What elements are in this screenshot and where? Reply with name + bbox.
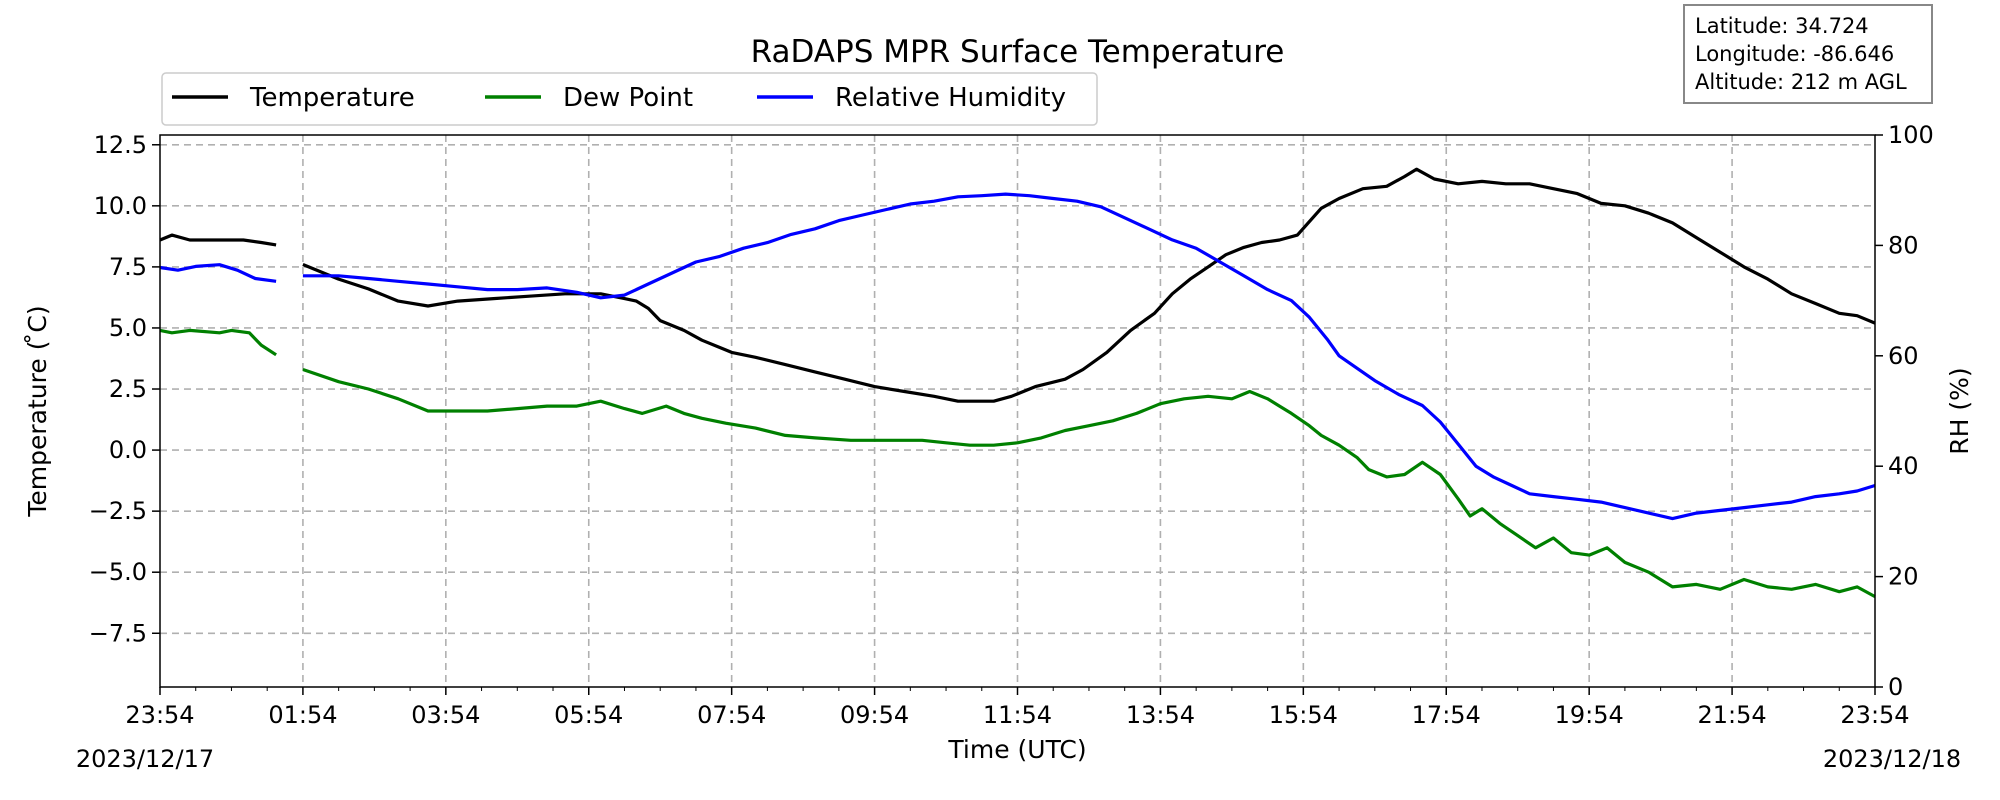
y-tick-label: 10.0 (94, 192, 147, 220)
x-tick-label: 13:54 (1126, 701, 1195, 729)
legend-label: Dew Point (563, 83, 693, 113)
info-box-frame (1683, 4, 1933, 104)
legend-label: Temperature (249, 83, 415, 113)
x-tick-label: 15:54 (1269, 701, 1338, 729)
y2-tick-label: 80 (1888, 231, 1919, 259)
series-line-temperature (159, 167, 1876, 403)
x-tick-label: 23:54 (1840, 701, 1909, 729)
x-tick-label: 05:54 (554, 701, 623, 729)
y2-tick-label: 100 (1888, 121, 1934, 149)
series-line-dew-point (159, 328, 1876, 599)
series-group (159, 167, 1876, 599)
info-box-line: Altitude: 212 m AGL (1695, 70, 1907, 94)
x-tick-label: 23:54 (125, 701, 194, 729)
chart-title: RaDAPS MPR Surface Temperature (751, 34, 1285, 70)
y-tick-label: 5.0 (109, 314, 147, 342)
x-tick-label: 07:54 (697, 701, 766, 729)
y-tick-label: −5.0 (89, 558, 147, 586)
info-box-line: Latitude: 34.724 (1695, 14, 1869, 38)
x-tick-label: 19:54 (1555, 701, 1624, 729)
y-tick-label: −7.5 (89, 619, 147, 647)
x-tick-label: 01:54 (268, 701, 337, 729)
x-start-date: 2023/12/17 (76, 745, 214, 773)
y-tick-label: 2.5 (109, 375, 147, 403)
y2-tick-label: 20 (1888, 563, 1919, 591)
y-axis-title: Temperature ( ̊C) (23, 305, 52, 517)
x-end-date: 2023/12/18 (1823, 745, 1961, 773)
y2-axis-title: RH (%) (1945, 367, 1974, 454)
y-tick-label: 0.0 (109, 436, 147, 464)
legend: Temperature Dew Point Relative Humidity (161, 72, 1098, 126)
y2-tick-label: 60 (1888, 342, 1919, 370)
y2-tick-label: 40 (1888, 452, 1919, 480)
x-tick-label: 21:54 (1697, 701, 1766, 729)
legend-frame (161, 72, 1098, 126)
x-tick-label: 11:54 (983, 701, 1052, 729)
grid (160, 135, 1875, 687)
info-box: Latitude: 34.724 Longitude: -86.646 Altitu… (1683, 4, 1933, 104)
y-tick-label: 7.5 (109, 253, 147, 281)
x-tick-label: 03:54 (411, 701, 480, 729)
y-tick-label: 12.5 (94, 131, 147, 159)
ticks: 23:54 01:54 03:54 05:54 07:54 09:54 11:54 13:54… (89, 121, 1934, 729)
y2-tick-label: 0 (1888, 673, 1903, 701)
legend-label: Relative Humidity (835, 83, 1066, 113)
y-tick-label: −2.5 (89, 497, 147, 525)
series-line-relative-humidity (159, 192, 1876, 521)
x-tick-label: 09:54 (840, 701, 909, 729)
x-axis-title: Time (UTC) (947, 735, 1086, 764)
x-tick-label: 17:54 (1412, 701, 1481, 729)
info-box-line: Longitude: -86.646 (1695, 42, 1894, 66)
